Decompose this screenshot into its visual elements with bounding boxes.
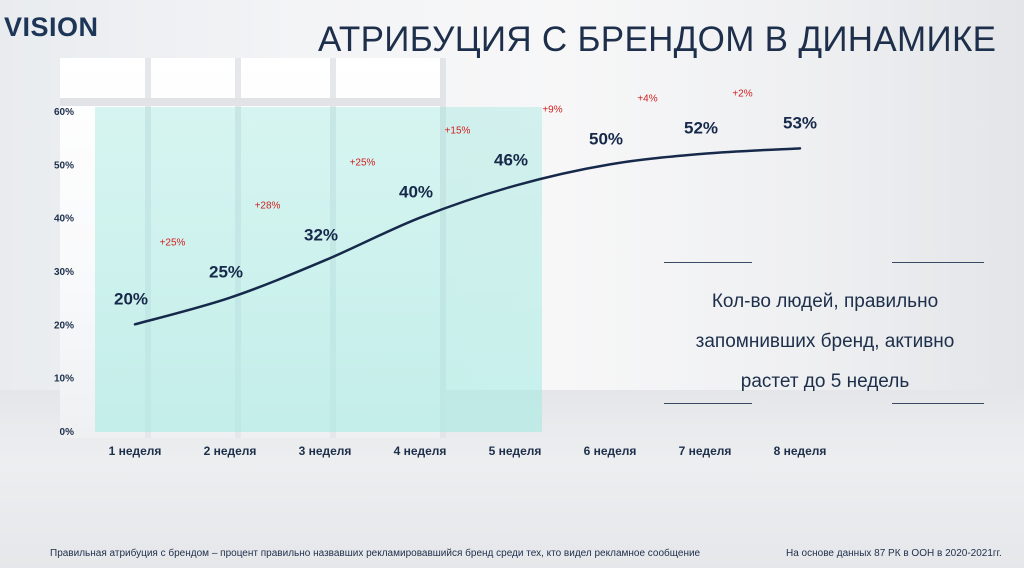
footnote-definition: Правильная атрибуция с брендом – процент… — [50, 548, 701, 559]
callout-line-1: Кол-во людей, правильно — [711, 291, 939, 312]
data-label: 52% — [684, 119, 718, 138]
series-line — [133, 147, 802, 326]
callout-divider-top-right — [892, 262, 984, 263]
callout-line-2: запомнивших бренд, активно — [695, 331, 955, 352]
y-tick-label: 30% — [54, 267, 74, 278]
x-tick-label: 3 неделя — [299, 444, 352, 458]
x-tick-label: 8 неделя — [774, 444, 827, 458]
data-label: 46% — [494, 151, 528, 170]
growth-label: +4% — [637, 94, 657, 105]
y-tick-label: 40% — [54, 214, 74, 225]
growth-label: +25% — [350, 158, 376, 169]
x-tick-label: 6 неделя — [584, 444, 637, 458]
growth-label: +2% — [732, 88, 752, 99]
page-title: АТРИБУЦИЯ С БРЕНДОМ В ДИНАМИКЕ — [318, 20, 997, 59]
y-tick-label: 0% — [60, 427, 75, 438]
growth-label: +25% — [160, 238, 186, 249]
callout-divider-bottom-right — [892, 403, 984, 404]
callout-text: Кол-во людей, правильно запомнивших брен… — [640, 282, 1010, 402]
x-tick-label: 2 неделя — [204, 444, 257, 458]
brand-logo: VISION — [4, 12, 99, 42]
growth-label: +28% — [255, 200, 281, 211]
x-tick-label: 4 неделя — [394, 444, 447, 458]
callout-divider-top-left — [664, 262, 752, 263]
data-label: 53% — [783, 113, 817, 132]
x-tick-label: 5 неделя — [489, 444, 542, 458]
growth-label: +15% — [445, 126, 471, 137]
callout-line-3: растет до 5 недель — [740, 371, 910, 392]
data-label: 20% — [114, 289, 148, 308]
chart-highlight-band — [95, 107, 542, 432]
footnote-source: На основе данных 87 РК в ООН в 2020-2021… — [786, 548, 1002, 559]
y-tick-label: 10% — [54, 374, 74, 385]
callout-divider-bottom-left — [664, 403, 752, 404]
data-label: 50% — [589, 129, 623, 148]
data-label: 40% — [399, 183, 433, 202]
x-tick-label: 1 неделя — [109, 444, 162, 458]
x-tick-label: 7 неделя — [679, 444, 732, 458]
y-tick-label: 50% — [54, 160, 74, 171]
data-label: 32% — [304, 225, 338, 244]
data-label: 25% — [209, 263, 243, 282]
y-tick-label: 20% — [54, 320, 74, 331]
y-tick-label: 60% — [54, 107, 74, 118]
growth-label: +9% — [542, 104, 562, 115]
